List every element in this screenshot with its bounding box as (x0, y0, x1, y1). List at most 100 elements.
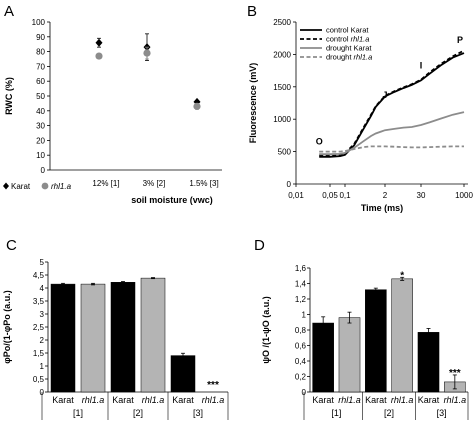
bar (365, 289, 387, 393)
significance-marker: * (400, 270, 404, 281)
y-tick-label: 40 (36, 107, 45, 116)
bar (338, 317, 361, 393)
bar (110, 282, 136, 393)
y-tick-label: 0,4 (295, 357, 307, 366)
panel-b: B 0 500 1000 1500 2000 2500 0,01 0,05 0,1 2 30 1000… (247, 3, 473, 213)
x-tick-label: 2 (383, 191, 388, 200)
legend-marker-rhl1a (41, 182, 49, 190)
group-label: [1] (73, 408, 83, 418)
category-label: Karat (418, 395, 440, 405)
phase-label-P: P (457, 35, 463, 45)
significance-marker: *** (207, 380, 219, 391)
legend-label: drought rhl1.a (326, 53, 372, 62)
phase-label-O: O (316, 136, 323, 146)
y-tick-label: 1,2 (295, 295, 307, 304)
y-tick-label: 50 (36, 92, 45, 101)
panel-d: D 00,20,40,60,811,21,41,6ψO /(1-ψO (a.u.… (254, 237, 469, 420)
bar (417, 332, 440, 393)
y-tick-label: 0,6 (295, 342, 307, 351)
series-line-0 (319, 52, 465, 158)
y-tick-label: 3,5 (33, 297, 45, 306)
bar (170, 355, 196, 393)
group-label: [3] (437, 408, 447, 418)
y-tick-label: 1 (40, 362, 45, 371)
point-karat (95, 38, 103, 47)
legend-label-rhl1a: rhl1.a (51, 182, 72, 191)
category-label: rhl1.a (444, 395, 467, 405)
y-tick-label: 0 (287, 180, 292, 189)
y-tick-label: 100 (32, 18, 46, 27)
x-axis-label: Time (ms) (361, 203, 403, 213)
group-label: [2] (384, 408, 394, 418)
y-tick-label: 1,4 (295, 280, 307, 289)
y-tick-label: 0,8 (295, 326, 307, 335)
x-tick-label: 12% [1] (92, 179, 119, 188)
series-line-2 (319, 111, 465, 156)
y-tick-label: 10 (36, 151, 45, 160)
panel-d-letter: D (254, 237, 265, 254)
y-tick-label: 0,2 (295, 373, 307, 382)
series-line-1 (319, 49, 465, 157)
group-label: [1] (331, 408, 341, 418)
y-axis-label: φPo/(1-φPo (a.u.) (2, 290, 12, 363)
y-tick-label: 20 (36, 136, 45, 145)
y-axis-label: Fluorescence (mV) (248, 63, 258, 144)
y-tick-label: 1000 (273, 115, 291, 124)
x-tick-label: 0,1 (339, 191, 351, 200)
y-tick-label: 2 (40, 336, 45, 345)
category-label: rhl1.a (202, 395, 225, 405)
phase-label-J: J (382, 90, 387, 100)
group-label: [3] (193, 408, 203, 418)
y-tick-label: 500 (278, 148, 292, 157)
phase-label-I: I (420, 61, 423, 71)
category-label: Karat (172, 395, 194, 405)
x-tick-label: 0,01 (288, 191, 304, 200)
x-tick-label: 1.5% [3] (189, 179, 218, 188)
y-tick-label: 60 (36, 77, 45, 86)
panel-c-letter: C (6, 237, 17, 254)
y-tick-label: 1,5 (33, 349, 45, 358)
category-label: Karat (112, 395, 134, 405)
bar (312, 322, 334, 393)
y-tick-label: 2000 (273, 50, 291, 59)
y-tick-label: 4,5 (33, 271, 45, 280)
y-axis-label: RWC (%) (4, 77, 14, 115)
y-tick-label: 70 (36, 62, 45, 71)
point-rhl1a (193, 102, 201, 110)
panel-a: A 0 10 20 30 40 50 60 70 80 90 100 12% [1] 3% [2] 1.5… (3, 3, 222, 205)
point-rhl1a (143, 49, 151, 57)
y-tick-label: 4 (40, 284, 45, 293)
legend-label-karat: Karat (11, 182, 31, 191)
x-tick-label: 0,05 (322, 191, 338, 200)
significance-marker: *** (449, 368, 461, 379)
bar (50, 283, 76, 393)
y-tick-label: 0,5 (33, 375, 45, 384)
y-tick-label: 30 (36, 122, 45, 131)
y-tick-label: 1 (302, 311, 307, 320)
x-tick-label: 3% [2] (143, 179, 166, 188)
legend-label: control rhl1.a (326, 35, 369, 44)
y-tick-label: 0 (41, 166, 46, 175)
x-axis-label: soil moisture (vwc) (131, 195, 213, 205)
category-label: rhl1.a (391, 395, 414, 405)
legend-marker-karat (3, 182, 9, 190)
y-tick-label: 90 (36, 33, 45, 42)
panel-a-letter: A (4, 3, 14, 20)
legend-label: control Karat (326, 26, 369, 35)
bar (140, 277, 166, 393)
x-tick-label: 30 (417, 191, 426, 200)
series-line-3 (319, 145, 464, 153)
y-tick-label: 2,5 (33, 323, 45, 332)
category-label: Karat (52, 395, 74, 405)
x-tick-label: 1000 (455, 191, 473, 200)
bar (391, 278, 413, 393)
y-tick-label: 5 (40, 258, 45, 267)
legend-label: drought Karat (326, 44, 372, 53)
category-label: Karat (312, 395, 334, 405)
y-axis-label: ψO /(1-ψO (a.u.) (261, 296, 271, 364)
y-tick-label: 3 (40, 310, 45, 319)
category-label: rhl1.a (82, 395, 105, 405)
group-label: [2] (133, 408, 143, 418)
